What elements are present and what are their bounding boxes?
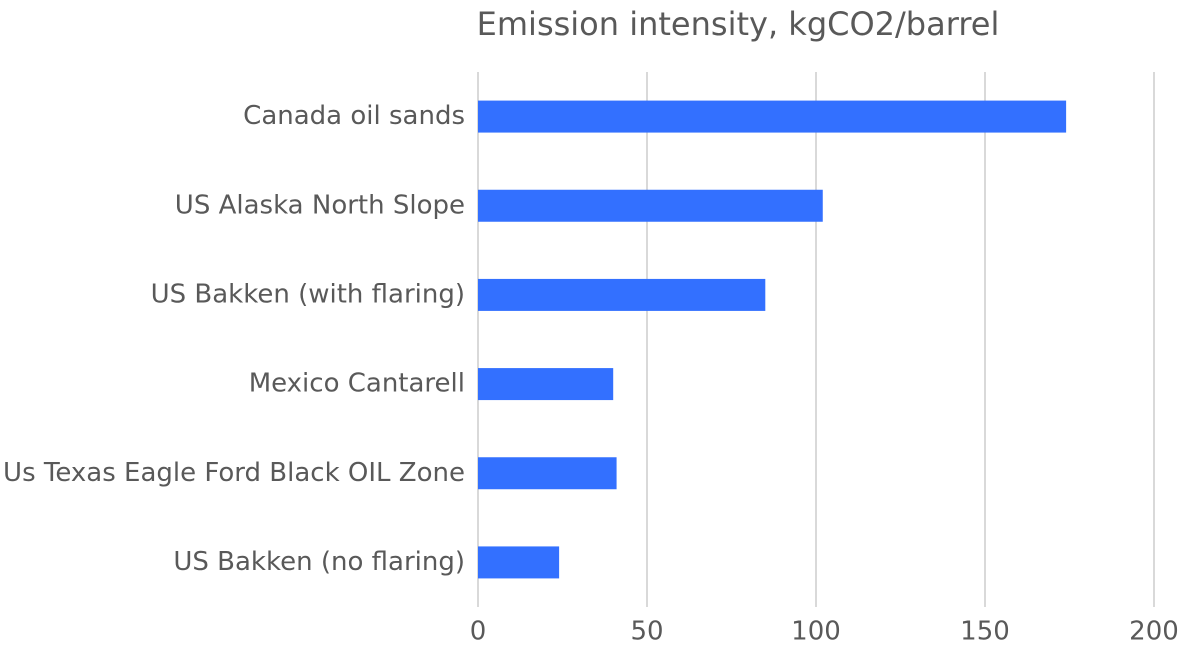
y-tick-label: US Alaska North Slope (175, 190, 465, 220)
y-tick-label: US Bakken (no flaring) (173, 547, 465, 577)
bar (478, 457, 617, 490)
y-tick-label: Canada oil sands (243, 101, 465, 131)
x-tick-label: 200 (1129, 617, 1179, 647)
x-tick-label: 0 (470, 617, 487, 647)
y-tick-label: Mexico Cantarell (249, 369, 465, 399)
bar (478, 100, 1067, 133)
x-tick-label: 50 (630, 617, 663, 647)
y-tick-label: Us Texas Eagle Ford Black OIL Zone (3, 458, 465, 488)
chart-title: Emission intensity, kgCO2/barrel (477, 5, 1000, 43)
x-tick-label: 100 (791, 617, 841, 647)
y-tick-label: US Bakken (with flaring) (151, 279, 465, 309)
bar (478, 368, 614, 401)
bar (478, 546, 560, 579)
bar (478, 278, 766, 311)
x-tick-label: 150 (960, 617, 1010, 647)
bar (478, 189, 823, 222)
